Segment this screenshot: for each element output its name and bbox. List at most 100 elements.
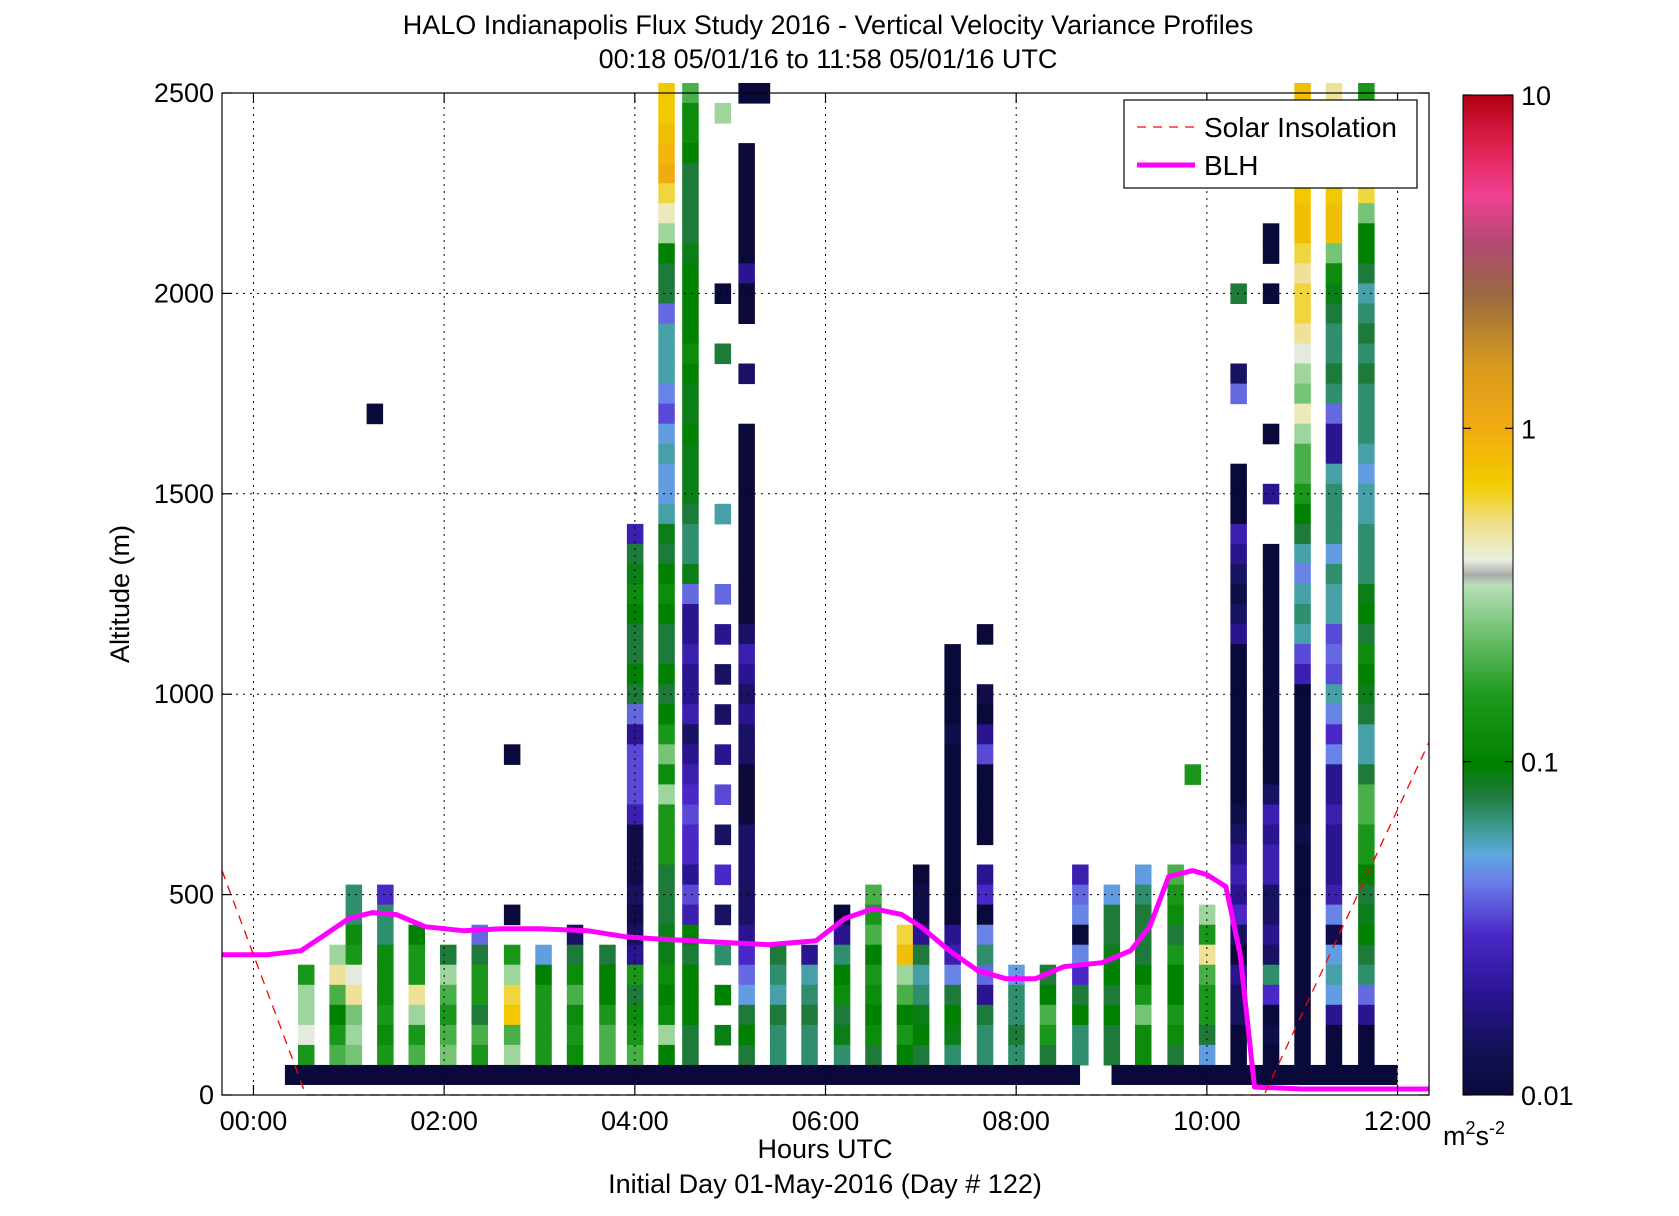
heatmap-cell (566, 1004, 584, 1026)
heatmap-cell (682, 263, 699, 284)
heatmap-cell (944, 924, 961, 946)
heatmap-cell (769, 1004, 787, 1026)
heatmap-cell (408, 1044, 425, 1066)
heatmap-cell (658, 1024, 675, 1046)
heatmap-cell (801, 944, 818, 966)
heatmap-cell (408, 1004, 425, 1026)
heatmap-cell (1358, 303, 1375, 324)
heatmap-cell (1294, 604, 1311, 625)
colorbar-tick-label: 0.1 (1521, 748, 1559, 778)
y-tick-label: 500 (169, 880, 214, 910)
heatmap-cell (1294, 1024, 1311, 1046)
heatmap-cell (298, 1004, 315, 1026)
heatmap-cell (944, 644, 961, 665)
heatmap-cell (1325, 363, 1343, 385)
plot-background (222, 93, 1429, 1095)
heatmap-cell (1358, 724, 1375, 745)
heatmap-cell (769, 1024, 787, 1046)
heatmap-cell (658, 163, 675, 184)
heatmap-cell (896, 944, 914, 966)
heatmap-cell (658, 503, 675, 525)
heatmap-cell (658, 343, 675, 365)
heatmap-cell (896, 1004, 914, 1026)
heatmap-cell (1230, 604, 1247, 625)
heatmap-cell (1167, 904, 1184, 926)
heatmap-cell (682, 644, 699, 665)
heatmap-cell (345, 984, 363, 1006)
heatmap-cell (599, 1044, 616, 1066)
heatmap-cell (535, 944, 552, 966)
heatmap-cell (1294, 503, 1311, 525)
heatmap-cell (1358, 563, 1375, 585)
heatmap-cell (944, 804, 961, 825)
heatmap-cell (1294, 463, 1311, 485)
heatmap-cell (714, 283, 732, 304)
heatmap-cell (626, 844, 644, 866)
heatmap-cell (626, 744, 644, 765)
heatmap-cell (738, 143, 755, 164)
x-tick-label: 02:00 (410, 1106, 478, 1136)
heatmap-cell (535, 1024, 552, 1046)
heatmap-cell (714, 584, 732, 605)
heatmap-cell (1294, 323, 1311, 345)
heatmap-cell (1358, 523, 1375, 545)
heatmap-cell (503, 744, 521, 765)
heatmap-cell (1325, 864, 1343, 886)
heatmap-cell (1230, 844, 1247, 866)
heatmap-cell (1294, 804, 1311, 825)
heatmap-cell (1262, 1044, 1280, 1066)
heatmap-cell (1294, 784, 1311, 805)
heatmap-cell (658, 103, 675, 124)
heatmap-cell (599, 964, 616, 986)
heatmap-cell (1325, 1024, 1343, 1046)
y-tick-label: 2000 (154, 278, 214, 308)
heatmap-cell (1262, 1024, 1280, 1046)
line-series (221, 742, 1430, 1096)
colorbar-unit: m2s-2 (1443, 1118, 1505, 1151)
heatmap-cell (912, 884, 930, 906)
heatmap-cell (1294, 243, 1311, 264)
heatmap-cell (714, 744, 732, 765)
heatmap-cell (976, 744, 994, 765)
heatmap-cell (658, 523, 675, 545)
heatmap-cell (1184, 764, 1202, 785)
heatmap-cell (1358, 1024, 1375, 1046)
heatmap-cell (1358, 604, 1375, 625)
heatmap-cell (1294, 884, 1311, 906)
heatmap-cell (1325, 303, 1343, 324)
heatmap-cell (1294, 764, 1311, 785)
heatmap-cell (682, 403, 699, 425)
heatmap-cell (1325, 443, 1343, 465)
heatmap-cell (944, 704, 961, 725)
heatmap-cell (658, 844, 675, 866)
heatmap-cell (658, 804, 675, 825)
heatmap-cell (1230, 664, 1247, 685)
heatmap-cell (1294, 744, 1311, 765)
heatmap-cell (1262, 784, 1280, 805)
heatmap-cell (658, 884, 675, 906)
heatmap-cell (865, 984, 882, 1006)
heatmap-cell (1230, 724, 1247, 745)
heatmap-cell (912, 944, 930, 966)
heatmap-cell (738, 604, 755, 625)
heatmap-cell (658, 784, 675, 805)
heatmap-cell (738, 183, 755, 204)
heatmap-cell (682, 744, 699, 765)
heatmap-cell (1230, 644, 1247, 665)
y-tick-label: 2500 (154, 78, 214, 108)
heatmap-cell (658, 604, 675, 625)
heatmap-cell (471, 1004, 488, 1026)
heatmap-cell (1294, 704, 1311, 725)
heatmap-cell (976, 764, 994, 785)
heatmap-cell (366, 403, 384, 425)
heatmap-cell (1294, 563, 1311, 585)
heatmap-cell (738, 764, 755, 785)
heatmap-cell (976, 704, 994, 725)
heatmap-cell (682, 904, 699, 926)
heatmap-cell (738, 303, 755, 324)
heatmap-cell (1008, 1044, 1025, 1066)
heatmap-cell (1262, 944, 1280, 966)
heatmap-cell (1325, 323, 1343, 345)
blh-line (222, 868, 1429, 1092)
heatmap-cell (1358, 704, 1375, 725)
